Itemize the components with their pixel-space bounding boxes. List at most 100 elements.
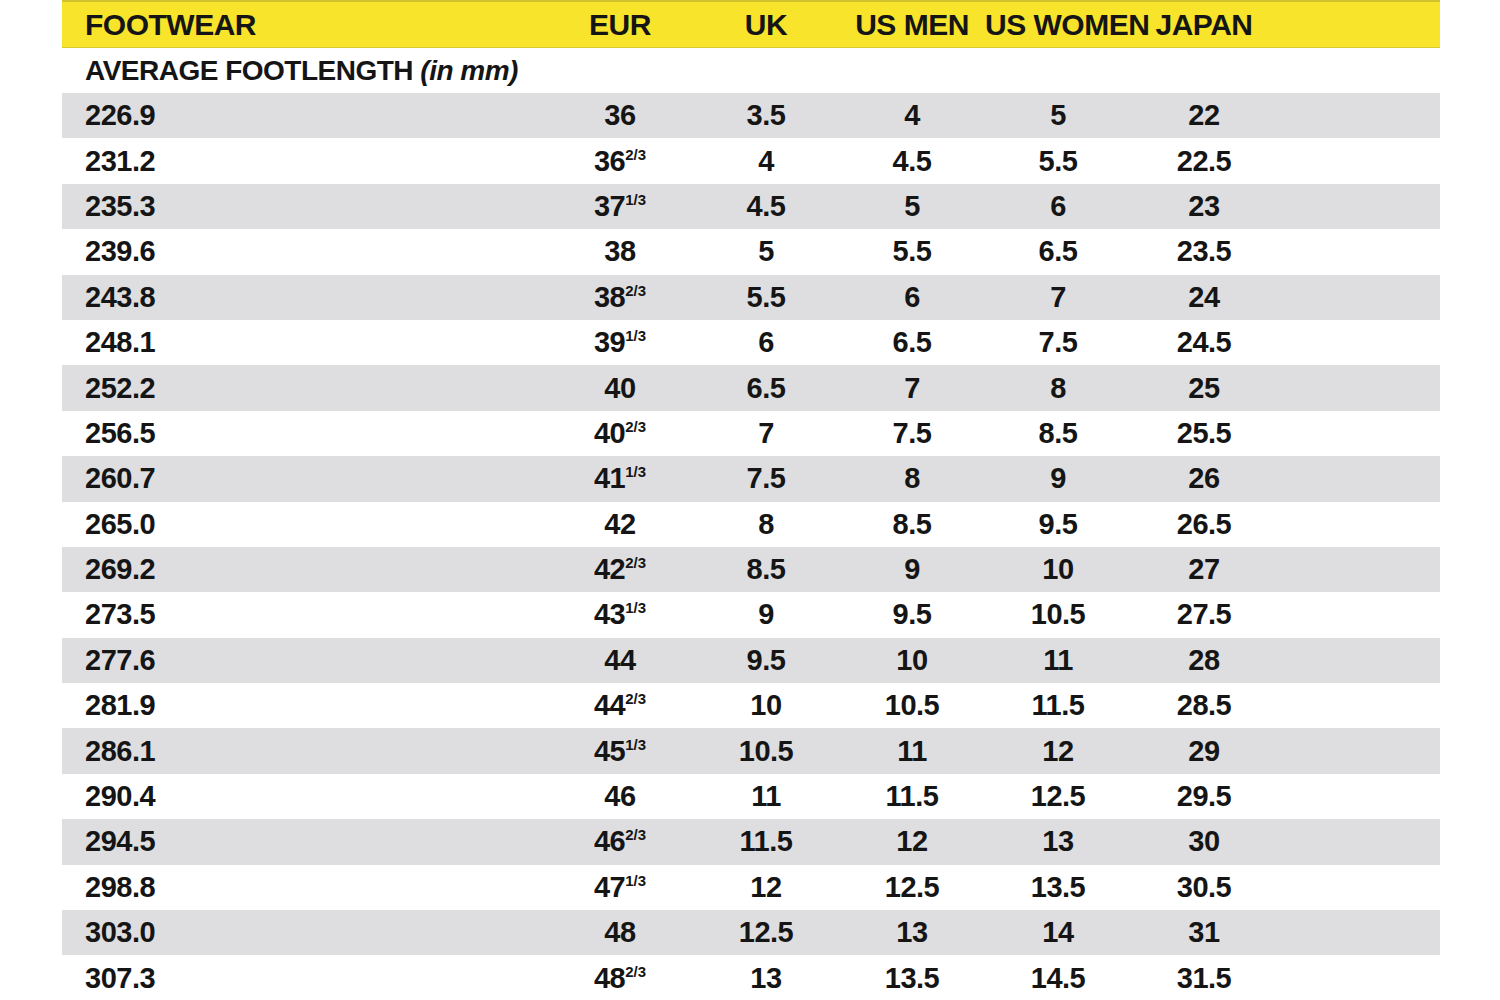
cell-eur: 402/3	[547, 411, 693, 456]
cell-eur: 442/3	[547, 683, 693, 728]
column-header-filler	[1277, 1, 1440, 48]
cell-footlength: 307.3	[62, 955, 547, 1000]
cell-us-men: 12.5	[839, 865, 985, 910]
cell-footlength: 286.1	[62, 728, 547, 773]
cell-japan: 30	[1131, 819, 1277, 864]
cell-filler	[1277, 819, 1440, 864]
subheader-cell: AVERAGE FOOTLENGTH (in mm)	[62, 48, 1440, 94]
table-row: 277.6449.5101128	[62, 638, 1440, 683]
cell-us-men: 6	[839, 275, 985, 320]
cell-eur: 451/3	[547, 728, 693, 773]
cell-filler	[1277, 592, 1440, 637]
cell-us-women: 6.5	[985, 229, 1131, 274]
cell-filler	[1277, 502, 1440, 547]
cell-uk: 3.5	[693, 93, 839, 138]
cell-japan: 27	[1131, 547, 1277, 592]
cell-eur: 411/3	[547, 456, 693, 501]
cell-japan: 29.5	[1131, 774, 1277, 819]
cell-filler	[1277, 774, 1440, 819]
cell-eur: 462/3	[547, 819, 693, 864]
cell-filler	[1277, 411, 1440, 456]
column-header-eur: EUR	[547, 1, 693, 48]
table-row: 226.9363.54522	[62, 93, 1440, 138]
subheader-unit-note: (in mm)	[420, 55, 518, 86]
cell-filler	[1277, 184, 1440, 229]
cell-us-women: 12.5	[985, 774, 1131, 819]
table-row: 269.2422/38.591027	[62, 547, 1440, 592]
cell-filler	[1277, 955, 1440, 1000]
cell-us-women: 10	[985, 547, 1131, 592]
cell-japan: 28.5	[1131, 683, 1277, 728]
cell-us-women: 7	[985, 275, 1131, 320]
size-conversion-table: FOOTWEAR EUR UK US MEN US WOMEN JAPAN AV…	[62, 0, 1440, 1000]
cell-uk: 5	[693, 229, 839, 274]
cell-footlength: 290.4	[62, 774, 547, 819]
cell-filler	[1277, 683, 1440, 728]
cell-footlength: 226.9	[62, 93, 547, 138]
cell-eur: 362/3	[547, 138, 693, 183]
cell-footlength: 273.5	[62, 592, 547, 637]
cell-footlength: 303.0	[62, 910, 547, 955]
cell-filler	[1277, 547, 1440, 592]
cell-us-women: 5.5	[985, 138, 1131, 183]
cell-us-women: 7.5	[985, 320, 1131, 365]
table-row: 265.04288.59.526.5	[62, 502, 1440, 547]
cell-filler	[1277, 365, 1440, 410]
cell-uk: 5.5	[693, 275, 839, 320]
cell-uk: 11	[693, 774, 839, 819]
table-row: 256.5402/377.58.525.5	[62, 411, 1440, 456]
table-row: 231.2362/344.55.522.5	[62, 138, 1440, 183]
cell-eur: 44	[547, 638, 693, 683]
cell-us-women: 13.5	[985, 865, 1131, 910]
cell-us-women: 6	[985, 184, 1131, 229]
cell-uk: 12	[693, 865, 839, 910]
table-row: 252.2406.57825	[62, 365, 1440, 410]
cell-filler	[1277, 138, 1440, 183]
cell-us-women: 8	[985, 365, 1131, 410]
cell-japan: 31	[1131, 910, 1277, 955]
cell-japan: 31.5	[1131, 955, 1277, 1000]
cell-uk: 9.5	[693, 638, 839, 683]
cell-eur: 431/3	[547, 592, 693, 637]
cell-japan: 26	[1131, 456, 1277, 501]
cell-japan: 22.5	[1131, 138, 1277, 183]
column-header-us-men: US MEN	[839, 1, 985, 48]
cell-us-men: 8	[839, 456, 985, 501]
cell-us-men: 13	[839, 910, 985, 955]
cell-footlength: 252.2	[62, 365, 547, 410]
cell-footlength: 294.5	[62, 819, 547, 864]
cell-us-men: 7	[839, 365, 985, 410]
table-row: 239.63855.56.523.5	[62, 229, 1440, 274]
cell-uk: 10.5	[693, 728, 839, 773]
cell-us-women: 10.5	[985, 592, 1131, 637]
cell-us-men: 8.5	[839, 502, 985, 547]
cell-japan: 29	[1131, 728, 1277, 773]
cell-eur: 42	[547, 502, 693, 547]
cell-footlength: 243.8	[62, 275, 547, 320]
cell-us-men: 7.5	[839, 411, 985, 456]
cell-eur: 38	[547, 229, 693, 274]
cell-us-men: 5	[839, 184, 985, 229]
cell-japan: 24.5	[1131, 320, 1277, 365]
cell-uk: 6.5	[693, 365, 839, 410]
cell-us-women: 5	[985, 93, 1131, 138]
cell-us-men: 5.5	[839, 229, 985, 274]
table-row: 294.5462/311.5121330	[62, 819, 1440, 864]
cell-filler	[1277, 638, 1440, 683]
column-header-uk: UK	[693, 1, 839, 48]
cell-japan: 26.5	[1131, 502, 1277, 547]
cell-uk: 6	[693, 320, 839, 365]
cell-japan: 25	[1131, 365, 1277, 410]
cell-eur: 40	[547, 365, 693, 410]
cell-japan: 27.5	[1131, 592, 1277, 637]
cell-filler	[1277, 456, 1440, 501]
cell-us-men: 10.5	[839, 683, 985, 728]
cell-us-men: 9.5	[839, 592, 985, 637]
cell-footlength: 248.1	[62, 320, 547, 365]
table-row: 273.5431/399.510.527.5	[62, 592, 1440, 637]
cell-us-men: 11.5	[839, 774, 985, 819]
cell-eur: 382/3	[547, 275, 693, 320]
cell-filler	[1277, 229, 1440, 274]
cell-us-men: 10	[839, 638, 985, 683]
cell-us-men: 12	[839, 819, 985, 864]
